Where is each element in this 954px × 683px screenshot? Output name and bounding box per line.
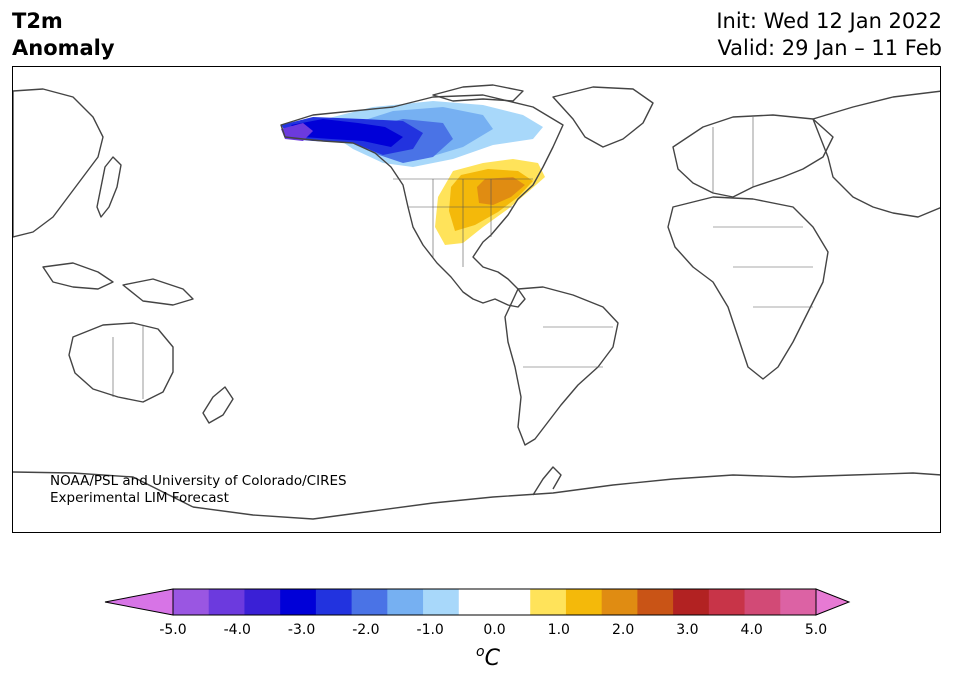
colorbar-unit: oC bbox=[476, 644, 506, 671]
colorbar-cell bbox=[280, 589, 317, 615]
colorbar-cells bbox=[104, 588, 851, 616]
colorbar-extend-high bbox=[815, 588, 851, 616]
colorbar-outline bbox=[172, 588, 817, 616]
init-date: Init: Wed 12 Jan 2022 bbox=[716, 9, 942, 33]
colorbar-cell bbox=[673, 589, 710, 615]
credit-line1: NOAA/PSL and University of Colorado/CIRE… bbox=[50, 473, 347, 489]
colorbar bbox=[104, 588, 851, 616]
colorbar-tick-label: -5.0 bbox=[159, 622, 187, 638]
colorbar-tick-label: 3.0 bbox=[676, 622, 699, 638]
colorbar-tick-label: -4.0 bbox=[223, 622, 251, 638]
colorbar-cell bbox=[494, 589, 531, 615]
colorbar-cell bbox=[351, 589, 388, 615]
colorbar-tick-label: 5.0 bbox=[804, 622, 828, 638]
colorbar-tick-label: -3.0 bbox=[287, 622, 316, 638]
colorbar-cell bbox=[458, 589, 495, 615]
map-panel: NOAA/PSL and University of Colorado/CIRE… bbox=[12, 66, 941, 533]
colorbar-cell bbox=[244, 589, 281, 615]
title-subtitle: Anomaly bbox=[12, 36, 115, 60]
colorbar-tick-label: -2.0 bbox=[352, 622, 380, 638]
colorbar-cell bbox=[744, 589, 781, 615]
colorbar-tick-labels: -5.0 -4.0 -3.0 -2.0 -1.0 0.0 1.0 2.0 3.0 4.0 5.0 bbox=[0, 622, 954, 642]
colorbar-extend-low bbox=[104, 588, 174, 616]
colorbar-cell bbox=[423, 589, 460, 615]
colorbar-cell bbox=[565, 589, 603, 615]
colorbar-cell bbox=[173, 589, 210, 615]
colorbar-cell bbox=[708, 589, 746, 615]
world-map bbox=[13, 84, 940, 520]
credit-line2: Experimental LIM Forecast bbox=[50, 490, 229, 506]
colorbar-cell bbox=[601, 589, 638, 615]
colorbar-cell bbox=[387, 589, 424, 615]
colorbar-tick-label: 2.0 bbox=[611, 622, 635, 638]
title-variable: T2m bbox=[12, 9, 63, 33]
colorbar-cell bbox=[315, 589, 353, 615]
colorbar-cell bbox=[780, 589, 817, 615]
colorbar-cell bbox=[637, 589, 674, 615]
coastlines bbox=[13, 84, 940, 520]
valid-range: Valid: 29 Jan – 11 Feb bbox=[717, 36, 942, 60]
colorbar-tick-label: 4.0 bbox=[740, 622, 763, 638]
anomaly-region-alaska-core bbox=[291, 119, 403, 147]
map-title: T2m Anomaly bbox=[12, 8, 115, 62]
data-credit: NOAA/PSL and University of Colorado/CIRE… bbox=[50, 473, 347, 507]
unit-celsius: C bbox=[484, 646, 500, 671]
colorbar-tick-label: 0.0 bbox=[483, 622, 506, 638]
colorbar-tick-label: 1.0 bbox=[547, 622, 570, 638]
colorbar-cell bbox=[530, 589, 567, 615]
anomaly-shading bbox=[281, 101, 545, 245]
political-borders bbox=[112, 117, 813, 399]
colorbar-tick-label: -1.0 bbox=[416, 622, 444, 638]
unit-degree: o bbox=[476, 644, 485, 660]
anomaly-region-eastern-us-peak bbox=[477, 177, 525, 205]
anomaly-region-alaska-edge bbox=[281, 123, 313, 141]
colorbar-cell bbox=[208, 589, 245, 615]
forecast-dates: Init: Wed 12 Jan 2022 Valid: 29 Jan – 11… bbox=[716, 8, 942, 62]
